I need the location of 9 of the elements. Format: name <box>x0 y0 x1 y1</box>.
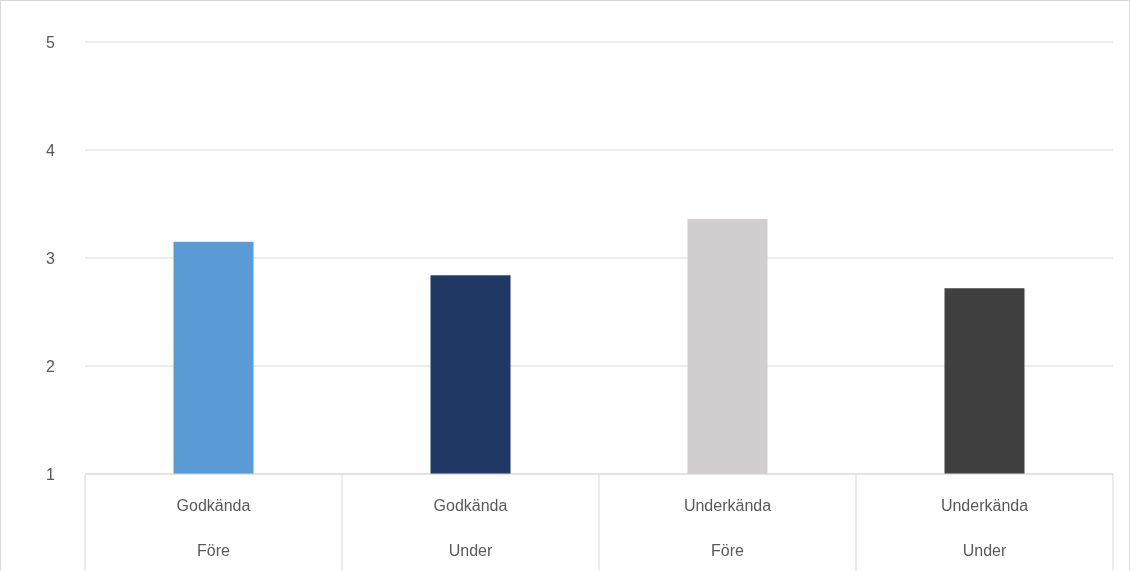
y-tick-label: 1 <box>46 465 56 483</box>
category-label: Underkända Före <box>683 497 772 559</box>
y-tick-label: 4 <box>46 141 56 159</box>
category-label: Godkända Under <box>433 497 508 559</box>
category-label: Godkända Före <box>176 497 251 559</box>
y-tick-label: 3 <box>46 249 56 267</box>
y-tick-label: 5 <box>46 33 56 51</box>
category-label: Underkända Under <box>940 497 1029 559</box>
y-tick-label: 2 <box>46 357 56 375</box>
